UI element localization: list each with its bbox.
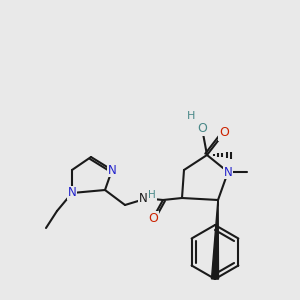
Text: H: H bbox=[148, 190, 156, 200]
Text: O: O bbox=[219, 127, 229, 140]
Text: N: N bbox=[139, 191, 147, 205]
Text: O: O bbox=[197, 122, 207, 134]
Text: N: N bbox=[68, 187, 76, 200]
Text: O: O bbox=[148, 212, 158, 224]
Text: H: H bbox=[187, 111, 195, 121]
Polygon shape bbox=[212, 200, 218, 279]
Text: N: N bbox=[108, 164, 116, 176]
Text: N: N bbox=[224, 166, 232, 178]
